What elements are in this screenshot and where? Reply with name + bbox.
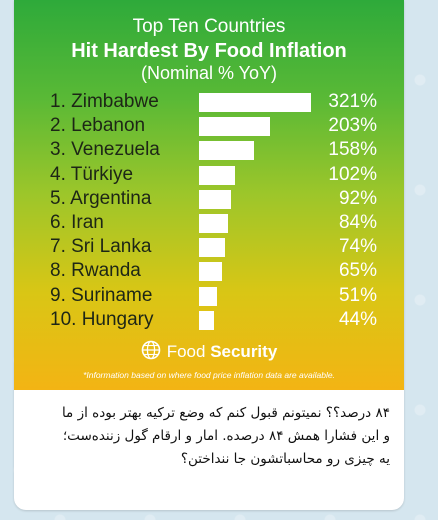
infographic-image[interactable]: Top Ten Countries Hit Hardest By Food In… (14, 0, 404, 390)
chart-row: 7. Sri Lanka 74% (14, 235, 404, 259)
chart-row: 8. Rwanda 65% (14, 259, 404, 283)
bar (199, 117, 270, 137)
bar-track (199, 165, 311, 185)
bar (199, 310, 215, 330)
message-bubble[interactable]: Top Ten Countries Hit Hardest By Food In… (14, 0, 404, 510)
country-label: 8. Rwanda (50, 260, 141, 282)
bar-track (199, 189, 311, 209)
bar (199, 214, 229, 233)
bar-track (199, 93, 311, 112)
chart-row: 10. Hungary 44% (14, 308, 404, 332)
bar (199, 189, 232, 209)
chart-row: 6. Iran 84% (14, 211, 404, 235)
bar-track (199, 141, 311, 161)
value-label: 102% (328, 163, 377, 185)
country-label: 9. Suriname (50, 284, 153, 306)
message-text: ۸۴ درصد؟؟ نمیتونم قبول کنم که وضع ترکیه … (28, 402, 390, 471)
country-label: 2. Lebanon (50, 115, 146, 137)
chart-row: 9. Suriname 51% (14, 284, 404, 308)
brand-suffix: Security (210, 341, 278, 361)
bar-track (199, 262, 311, 282)
value-label: 74% (338, 236, 377, 258)
bar (199, 286, 217, 306)
footnote: *Information based on where food price i… (83, 370, 335, 380)
message-line-2: و این فشارا همش ۸۴ درصده. امار و ارقام گ… (62, 428, 390, 444)
bar (199, 238, 225, 258)
bar (199, 141, 255, 161)
globe-icon (141, 340, 161, 365)
bar (199, 262, 222, 282)
bar-track (199, 286, 311, 306)
title-line-1: Top Ten Countries (132, 16, 286, 37)
chart-row: 5. Argentina 92% (14, 187, 404, 211)
value-label: 92% (338, 187, 377, 209)
value-label: 321% (328, 91, 377, 112)
chart-row: 4. Türkiye 102% (14, 163, 404, 187)
chart-row: 3. Venezuela 158% (14, 138, 404, 162)
country-label: 7. Sri Lanka (50, 236, 152, 258)
title-line-2: Hit Hardest By Food Inflation (71, 40, 347, 62)
value-label: 203% (328, 115, 377, 137)
country-label: 5. Argentina (50, 187, 152, 209)
title-line-3: (Nominal % YoY) (140, 63, 278, 83)
value-label: 158% (328, 139, 377, 161)
message-line-3: یه چیزی رو محاسباتشون جا ننداختن؟ (180, 451, 390, 467)
value-label: 65% (338, 260, 377, 282)
value-label: 84% (338, 212, 377, 233)
bar (199, 165, 235, 185)
country-label: 1. Zimbabwe (50, 91, 159, 112)
country-label: 6. Iran (50, 212, 104, 233)
bar-track (199, 214, 311, 233)
chart-row: 2. Lebanon 203% (14, 114, 404, 138)
country-label: 3. Venezuela (50, 139, 160, 161)
country-label: 10. Hungary (50, 308, 154, 330)
bar-track (199, 310, 311, 330)
food-security-brand: Food Security (14, 340, 404, 365)
bar (199, 93, 311, 112)
country-label: 4. Türkiye (50, 163, 134, 185)
message-line-1: ۸۴ درصد؟؟ نمیتونم قبول کنم که وضع ترکیه … (61, 405, 390, 421)
value-label: 44% (338, 308, 377, 330)
bar-track (199, 238, 311, 258)
value-label: 51% (338, 284, 377, 306)
brand-prefix: Food (166, 341, 206, 361)
bar-track (199, 117, 311, 137)
chart-row: 1. Zimbabwe 321% (14, 90, 404, 114)
